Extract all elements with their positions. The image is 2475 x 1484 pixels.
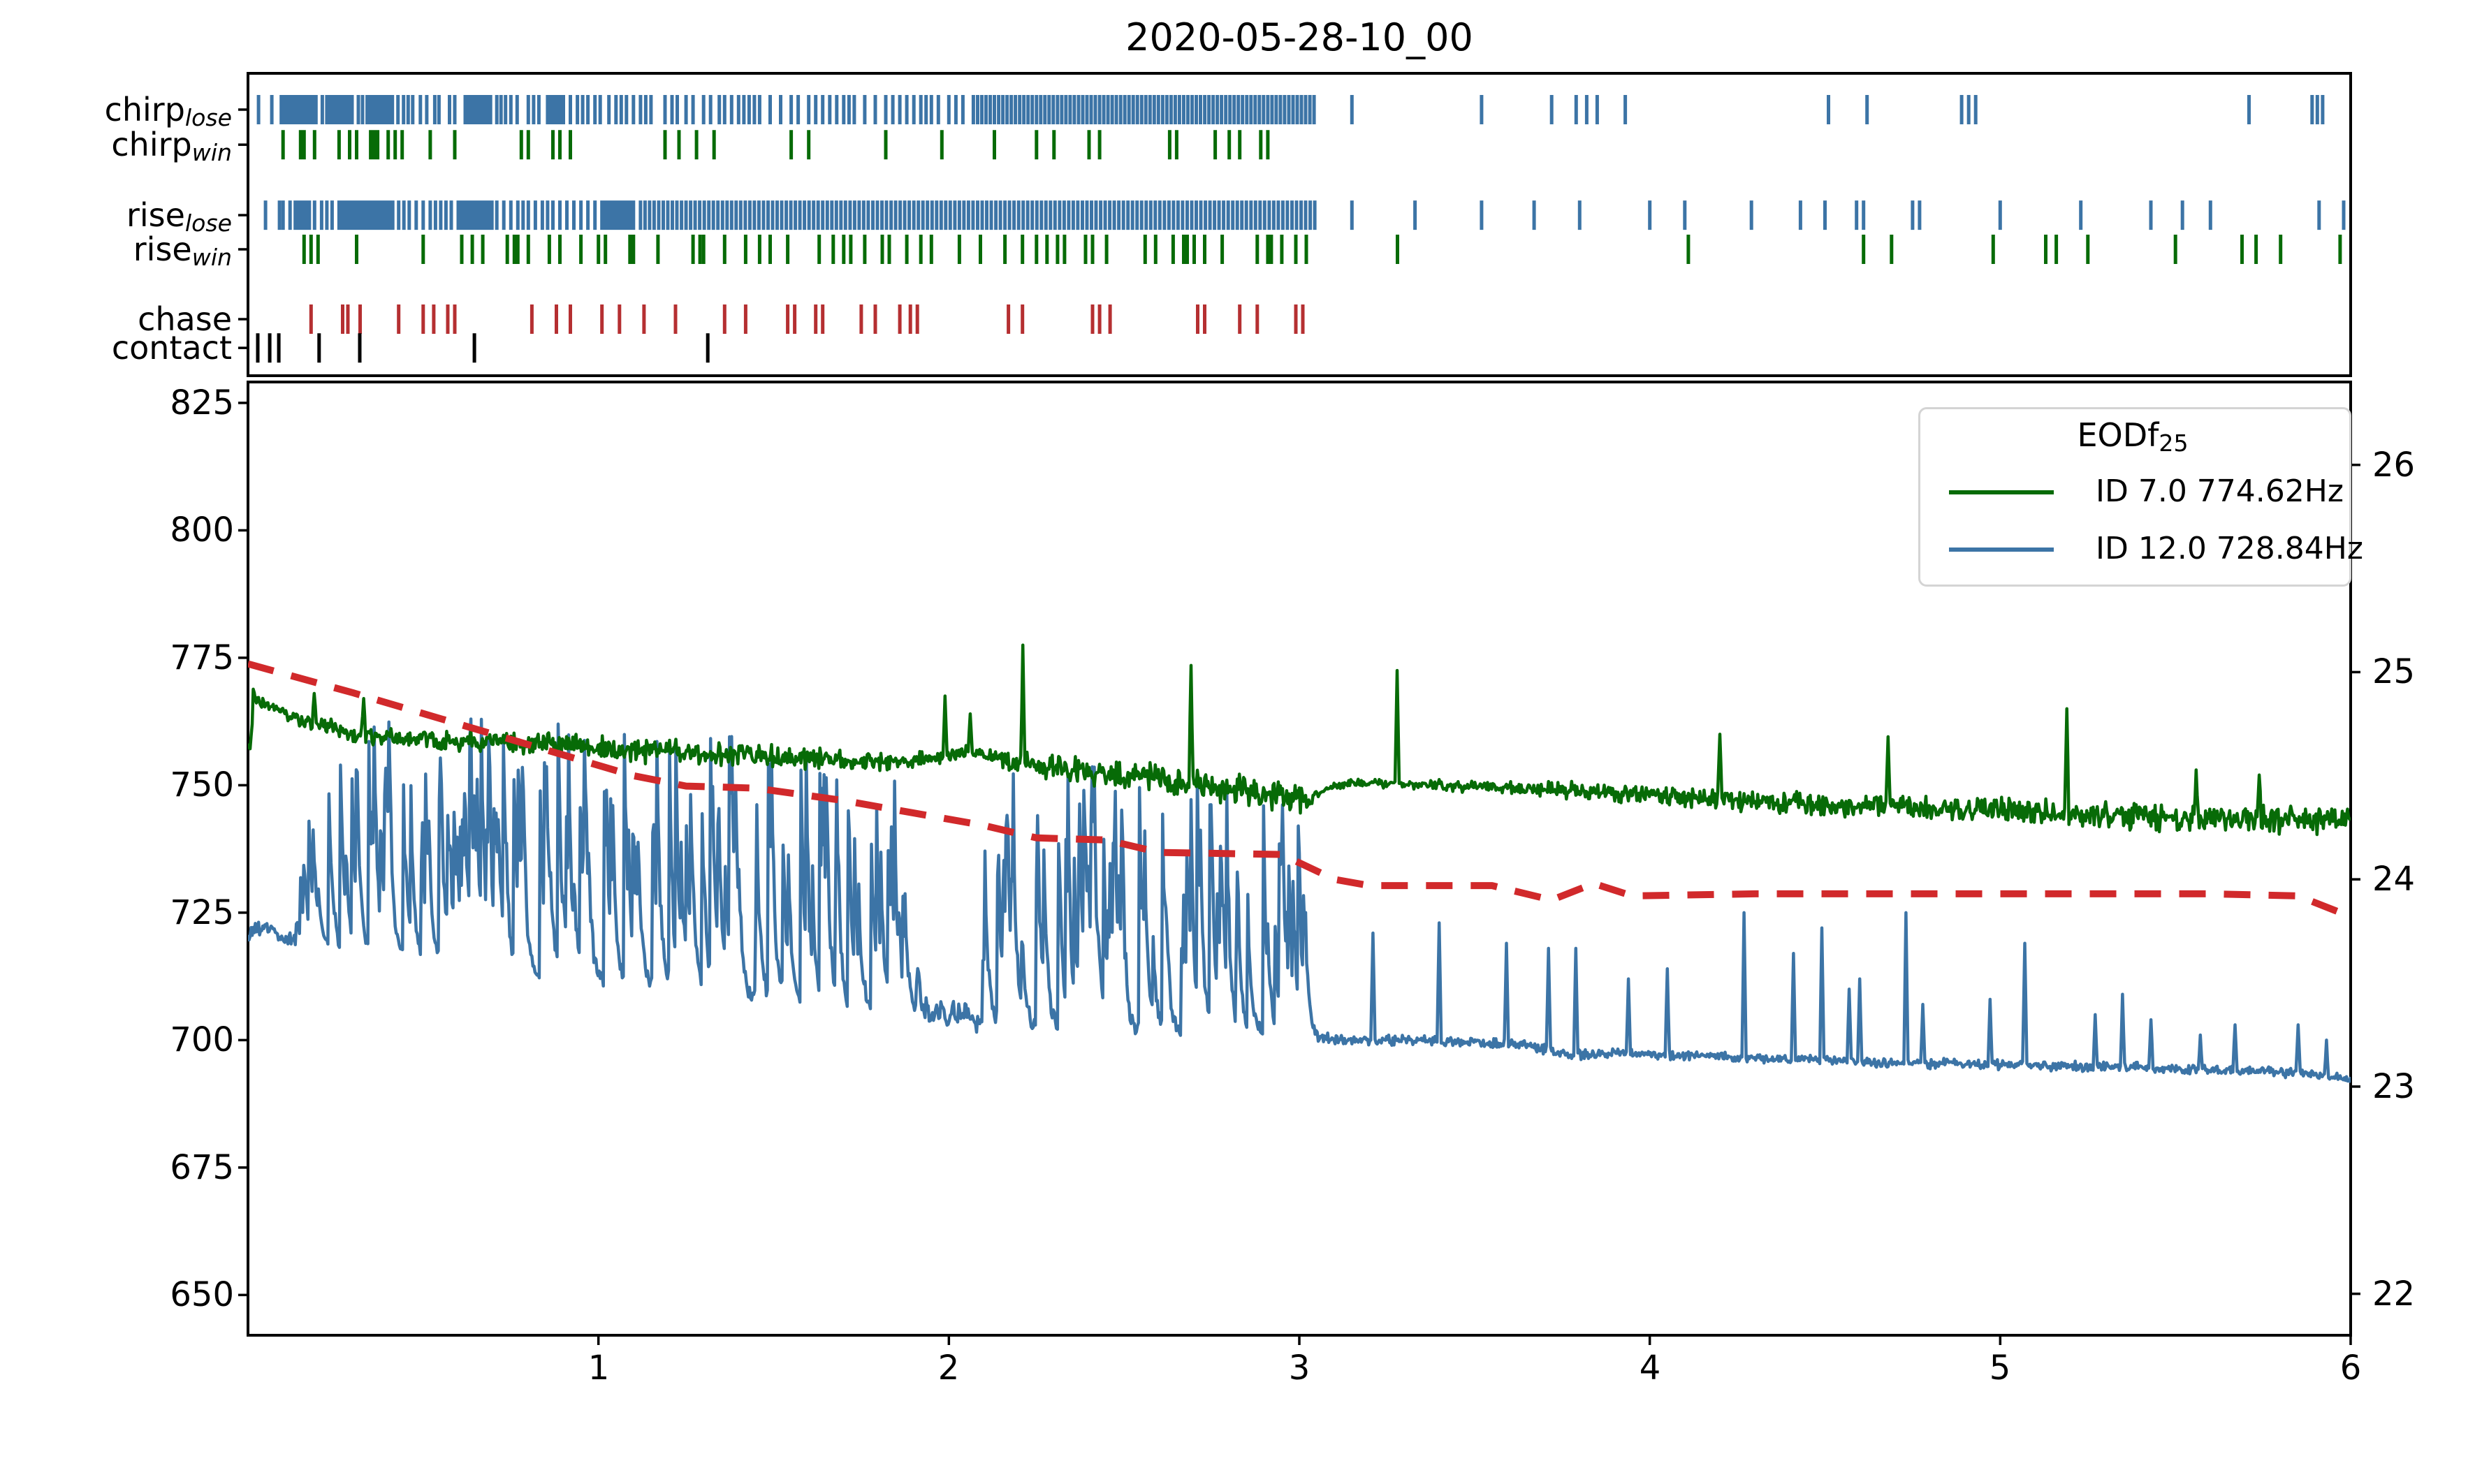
legend-entry-id7: ID 7.0 774.62Hz [2096,473,2344,509]
row-label-rise-lose: riselose [28,196,232,238]
xtl-label: 2 [937,1349,960,1388]
xtl-label: 1 [587,1349,610,1388]
row-label-chirp-win: chirpwin [28,125,232,168]
ytl-label: 675 [170,1148,234,1187]
ytr-label: 24 [2372,860,2416,899]
row-label-sub: win [191,244,232,272]
ytr-label: 23 [2372,1067,2416,1106]
ytl-label: 650 [170,1275,234,1314]
row-label-contact: contact [28,328,232,367]
xtl-label: 5 [1989,1349,2011,1388]
row-label-sub: lose [184,210,232,237]
xtl-label: 6 [2339,1349,2362,1388]
legend-title: EODf25 [1918,416,2347,457]
ytl-label: 725 [170,893,234,932]
row-label-sub: lose [184,104,232,132]
ytl-label: 825 [170,383,234,423]
ytr-label: 26 [2372,446,2416,485]
row-label-main: contact [111,329,232,367]
legend-entry-id12: ID 12.0 728.84Hz [2096,531,2363,566]
legend-title-sub: 25 [2159,429,2189,457]
row-label-main: chase [138,300,232,338]
ytl-label: 750 [170,765,234,805]
legend-title-main: EODf [2077,416,2159,454]
row-label-sub: win [191,139,232,167]
figure-title: 2020-05-28-10_00 [1125,15,1473,59]
ytl-label: 775 [170,638,234,677]
row-label-main: chirp [111,126,192,163]
legend-box [1918,407,2351,587]
row-label-rise-win: risewin [28,230,232,272]
row-label-main: rise [126,196,185,234]
row-label-main: rise [133,230,192,268]
ytl-label: 800 [170,510,234,550]
xtl-label: 3 [1288,1349,1310,1388]
row-label-chase: chase [28,300,232,339]
legend-swatch-green [1949,490,2054,494]
xtl-label: 4 [1639,1349,1661,1388]
ytr-label: 22 [2372,1274,2416,1314]
legend-swatch-blue [1949,548,2054,552]
row-label-chirp-lose: chirplose [28,90,232,133]
ytr-label: 25 [2372,652,2416,691]
row-label-main: chirp [104,91,185,128]
ytl-label: 700 [170,1020,234,1059]
